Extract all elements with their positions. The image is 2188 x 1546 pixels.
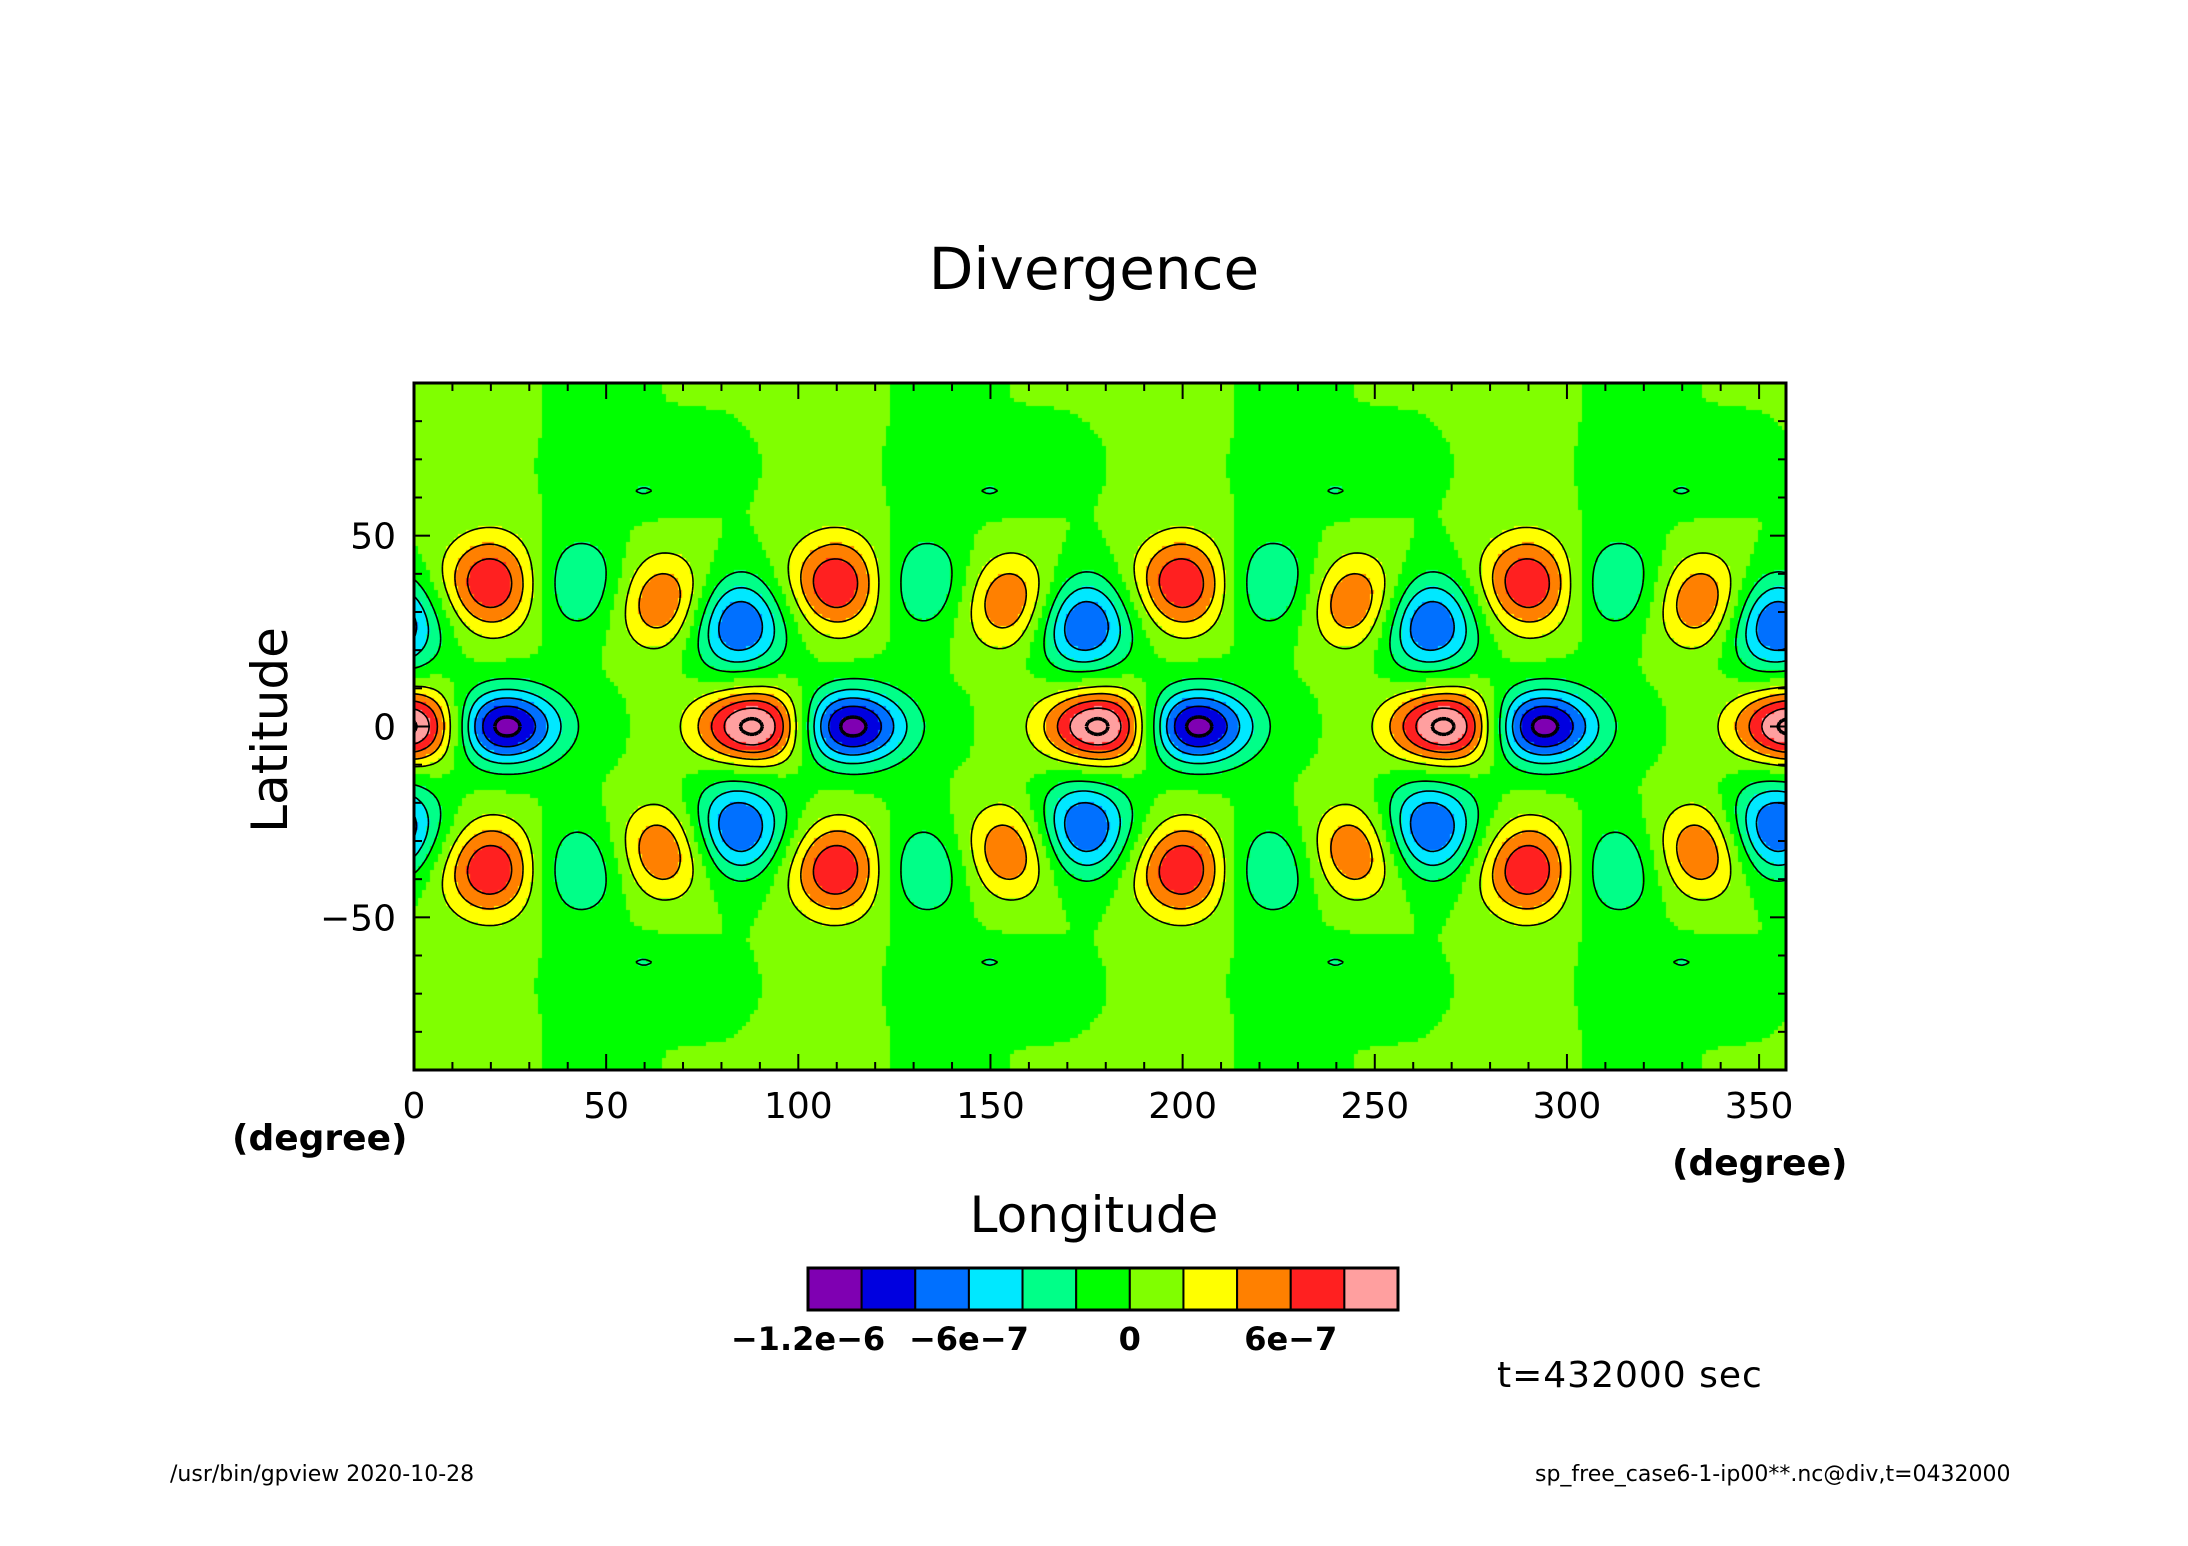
y-tick-label: 50 [350,517,396,558]
x-tick-label: 150 [956,1086,1025,1127]
colorbar-tick-label: −1.2e−6 [731,1320,885,1358]
contour-line [413,558,1787,895]
y-tick-label: −50 [320,898,396,939]
colorbar-tick-label: 6e−7 [1244,1320,1337,1358]
x-tick-label: 250 [1340,1086,1409,1127]
contour-line [413,526,1787,927]
colorbar-swatch [967,1267,1024,1311]
colorbar-swatch [914,1267,970,1311]
contour-line [413,586,1787,867]
contour-line [413,543,1787,910]
colorbar-swatch [1075,1267,1131,1311]
colorbar-swatch [1289,1267,1346,1311]
time-label: t=432000 sec [1497,1355,1763,1396]
colorbar-swatch [1236,1267,1292,1311]
x-tick-label: 100 [764,1086,833,1127]
contour-line [493,715,1560,738]
contour-line [413,707,1787,746]
x-axis-label: Longitude [969,1186,1219,1244]
contour-line [482,705,1574,748]
colorbar-tick-label: 0 [1119,1320,1141,1358]
x-tick-label: 200 [1148,1086,1217,1127]
x-axis-unit-left: (degree) [232,1118,408,1159]
colorbar-swatch [1128,1267,1185,1311]
footer-left: /usr/bin/gpview 2020-10-28 [170,1462,475,1487]
x-tick-label: 300 [1533,1086,1602,1127]
y-tick-label: 0 [373,708,396,749]
x-tick-label: 350 [1725,1086,1794,1127]
colorbar-swatch [1343,1267,1400,1311]
x-tick-label: 50 [583,1086,629,1127]
contour-line [413,600,1787,853]
chart-title: Divergence [928,235,1260,303]
footer-right: sp_free_case6-1-ip00**.nc@div,t=0432000 [1535,1462,2011,1487]
colorbar-swatch [807,1267,863,1311]
colorbar-frame [806,1266,1400,1312]
colorbar-swatch [860,1267,917,1311]
x-tick-label: 0 [403,1086,426,1127]
contour-line [413,486,1787,967]
colorbar-swatch [1182,1267,1239,1311]
colorbar-swatch [1021,1267,1078,1311]
colorbar-tick-label: −6e−7 [909,1320,1029,1358]
x-axis-unit-right: (degree) [1672,1143,1848,1184]
